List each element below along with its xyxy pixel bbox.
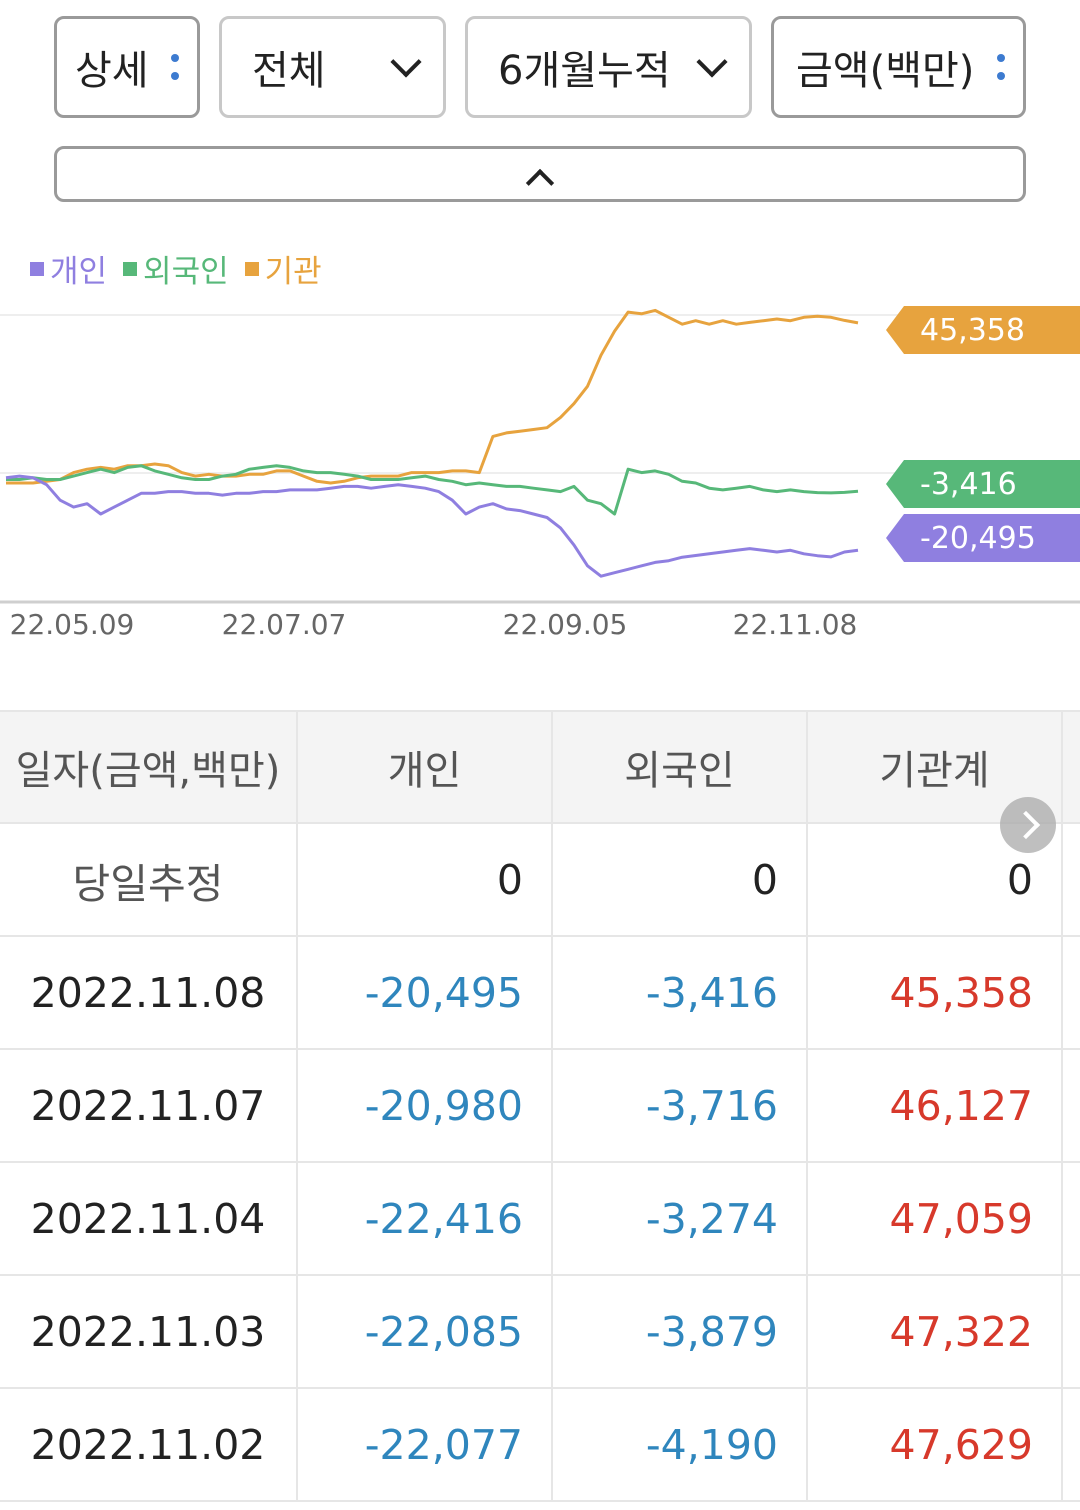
row-institution: 46,127 bbox=[808, 1050, 1063, 1161]
row-spacer bbox=[1063, 824, 1080, 935]
last-value-tag-individual: -20,495 bbox=[886, 514, 1080, 562]
row-foreign: -3,716 bbox=[553, 1050, 808, 1161]
legend-swatch-foreign bbox=[123, 261, 138, 276]
row-date: 2022.11.03 bbox=[0, 1276, 298, 1387]
header-spacer bbox=[1063, 712, 1080, 822]
legend-item-foreign: 외국인 bbox=[123, 246, 229, 291]
row-individual: 0 bbox=[298, 824, 553, 935]
detail-menu-button[interactable]: 상세 bbox=[54, 16, 200, 118]
x-tick-label: 22.11.08 bbox=[733, 608, 858, 641]
row-spacer bbox=[1063, 1163, 1080, 1274]
legend-item-institution: 기관 bbox=[244, 246, 322, 291]
legend-label-foreign: 외국인 bbox=[143, 254, 229, 290]
row-institution: 0 bbox=[808, 824, 1063, 935]
row-spacer bbox=[1063, 1389, 1080, 1500]
row-date: 당일추정 bbox=[0, 824, 298, 935]
table-header: 일자(금액,백만) 개인 외국인 기관계 bbox=[0, 710, 1080, 824]
x-tick-label: 22.07.07 bbox=[222, 608, 347, 641]
legend-swatch-individual bbox=[30, 261, 44, 276]
row-foreign: -3,274 bbox=[553, 1163, 808, 1274]
last-value-individual: -20,495 bbox=[920, 520, 1036, 556]
more-vertical-icon bbox=[997, 54, 1005, 80]
header-foreign: 외국인 bbox=[553, 712, 808, 822]
row-individual: -20,495 bbox=[298, 937, 553, 1048]
chevron-down-icon bbox=[390, 46, 422, 78]
row-institution: 47,059 bbox=[808, 1163, 1063, 1274]
series-line-foreign bbox=[6, 464, 859, 516]
collapse-chart-button[interactable] bbox=[54, 146, 1026, 202]
scope-select-value: 전체 bbox=[252, 48, 326, 94]
table-row: 2022.11.07 -20,980 -3,716 46,127 bbox=[0, 1050, 1080, 1163]
row-institution: 47,629 bbox=[808, 1389, 1063, 1500]
row-individual: -22,416 bbox=[298, 1163, 553, 1274]
last-value-institution: 45,358 bbox=[920, 312, 1025, 348]
chart-legend: 개인 외국인 기관 bbox=[30, 246, 322, 291]
legend-item-individual: 개인 bbox=[30, 246, 107, 291]
detail-label: 상세 bbox=[75, 48, 149, 94]
table-row: 당일추정 0 0 0 bbox=[0, 824, 1080, 937]
row-spacer bbox=[1063, 1050, 1080, 1161]
scope-select[interactable]: 전체 bbox=[219, 16, 446, 118]
row-individual: -22,085 bbox=[298, 1276, 553, 1387]
more-vertical-icon bbox=[171, 54, 179, 80]
last-value-tag-foreign: -3,416 bbox=[886, 460, 1080, 508]
header-institution: 기관계 bbox=[808, 712, 1063, 822]
last-value-tag-institution: 45,358 bbox=[886, 306, 1080, 354]
row-individual: -20,980 bbox=[298, 1050, 553, 1161]
investor-trend-chart: 22.05.09 22.07.07 22.09.05 22.11.08 bbox=[0, 308, 1080, 641]
period-select-value: 6개월누적 bbox=[498, 48, 671, 94]
last-value-foreign: -3,416 bbox=[920, 466, 1017, 502]
row-date: 2022.11.02 bbox=[0, 1389, 298, 1500]
row-foreign: -3,416 bbox=[553, 937, 808, 1048]
chevron-down-icon bbox=[696, 46, 728, 78]
table-row: 2022.11.02 -22,077 -4,190 47,629 bbox=[0, 1389, 1080, 1502]
chevron-up-icon bbox=[525, 168, 555, 198]
period-select[interactable]: 6개월누적 bbox=[465, 16, 752, 118]
row-foreign: -4,190 bbox=[553, 1389, 808, 1500]
row-foreign: -3,879 bbox=[553, 1276, 808, 1387]
x-tick-label: 22.09.05 bbox=[503, 608, 628, 641]
table-row: 2022.11.04 -22,416 -3,274 47,059 bbox=[0, 1163, 1080, 1276]
scroll-right-button[interactable] bbox=[1000, 797, 1056, 853]
legend-label-individual: 개인 bbox=[50, 254, 108, 290]
x-tick-label: 22.05.09 bbox=[10, 608, 135, 641]
series-line-institution bbox=[6, 308, 859, 485]
row-date: 2022.11.08 bbox=[0, 937, 298, 1048]
row-date: 2022.11.07 bbox=[0, 1050, 298, 1161]
table-row: 2022.11.08 -20,495 -3,416 45,358 bbox=[0, 937, 1080, 1050]
header-individual: 개인 bbox=[298, 712, 553, 822]
row-spacer bbox=[1063, 1276, 1080, 1387]
series-line-individual bbox=[5, 474, 859, 578]
table-row: 2022.11.03 -22,085 -3,879 47,322 bbox=[0, 1276, 1080, 1389]
row-spacer bbox=[1063, 937, 1080, 1048]
row-date: 2022.11.04 bbox=[0, 1163, 298, 1274]
legend-label-institution: 기관 bbox=[264, 254, 322, 290]
row-institution: 45,358 bbox=[808, 937, 1063, 1048]
unit-menu-button[interactable]: 금액(백만) bbox=[771, 16, 1026, 118]
row-institution: 47,322 bbox=[808, 1276, 1063, 1387]
row-individual: -22,077 bbox=[298, 1389, 553, 1500]
unit-label: 금액(백만) bbox=[796, 48, 975, 94]
investor-table: 일자(금액,백만) 개인 외국인 기관계 당일추정 0 0 0 2022.11.… bbox=[0, 710, 1080, 1502]
legend-swatch-institution bbox=[244, 261, 259, 276]
row-foreign: 0 bbox=[553, 824, 808, 935]
header-date: 일자(금액,백만) bbox=[0, 712, 298, 822]
